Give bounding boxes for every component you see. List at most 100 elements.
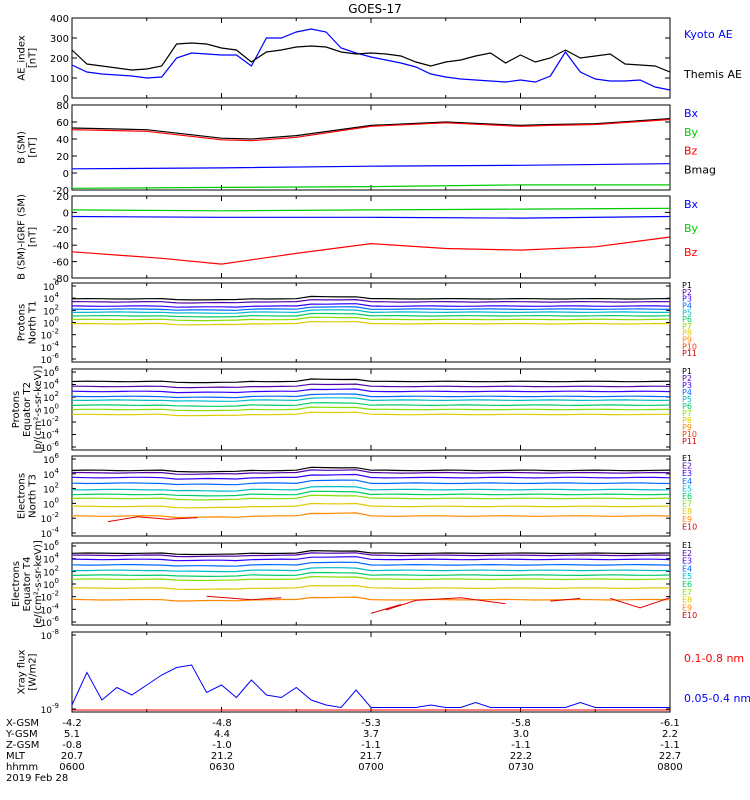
panel-4-legend-p4: P4 — [682, 301, 692, 310]
panel-4-legend-p6: P6 — [682, 315, 692, 324]
panel-5-series-5 — [71, 397, 671, 402]
panel-6-ylabel-2: North T3 — [28, 474, 39, 518]
panel-3-ytick-label: 0 — [63, 208, 69, 219]
panel-2-ytick-label: -20 — [53, 186, 69, 197]
panel-6-legend-e8: E8 — [682, 507, 692, 516]
panel-6-ytick-label-exp: 2 — [55, 482, 59, 490]
panel-4-series-3 — [71, 303, 671, 308]
panel-7-ylabel-1: Electrons — [11, 561, 22, 607]
panel-4-ytick-label-exp: -6 — [52, 352, 60, 360]
panel-5-ytick-label-exp: 0 — [55, 403, 59, 411]
panel-4-series-4 — [71, 306, 671, 311]
panel-2-legend-bx: Bx — [684, 107, 699, 120]
panel-6-series-2 — [71, 469, 671, 475]
panel-6-ytick-label-exp: -2 — [52, 511, 59, 519]
panel-6-series-e9-fragment — [107, 516, 198, 523]
panel-5-legend-p9: P9 — [682, 423, 692, 432]
panel-3-ytick-label: -80 — [53, 274, 69, 285]
panel-6-ytick-label-exp: -4 — [52, 526, 60, 534]
panel-1-ylabel-2: [nT] — [28, 48, 39, 68]
panel-6-ylabel-1: Electrons — [17, 473, 28, 519]
panel-6-ytick-label: 100 — [43, 496, 59, 510]
panel-4-series-5 — [72, 309, 671, 314]
panel-2-legend-bmag: Bmag — [684, 163, 716, 176]
panel-7-series-4 — [71, 561, 671, 567]
panel-1-series-themis-ae — [71, 42, 671, 73]
panel-6-legend-e1: E1 — [682, 454, 692, 463]
panel-2-ytick-label: 60 — [56, 118, 69, 129]
panel-1-ytick-label: 200 — [50, 54, 69, 65]
panel-3-ytick-label: -60 — [53, 258, 69, 269]
panel-3-ytick-label: 20 — [56, 192, 69, 203]
panel-4-legend-p5: P5 — [682, 308, 692, 317]
footer-value-mlt-2: 21.2 — [211, 751, 233, 762]
panel-7-legend-e7: E7 — [682, 588, 692, 597]
footer-value-mlt-4: 22.2 — [510, 751, 532, 762]
footer-value-z-gsm-1: -0.8 — [62, 740, 82, 751]
panel-1-legend-kyoto-ae: Kyoto AE — [684, 28, 733, 41]
panel-4-ytick-label-exp: -4 — [52, 340, 60, 348]
footer-value-hhmm-4: 0730 — [508, 762, 533, 773]
panel-7-legend-e5: E5 — [682, 572, 692, 581]
panel-6-series-9 — [71, 512, 671, 519]
panel-7-series-8 — [72, 584, 670, 591]
panel-7-series-6 — [71, 571, 671, 578]
panel-2-ytick-label: 0 — [63, 169, 69, 180]
panel-4-ytick-label-exp: 4 — [55, 291, 60, 299]
panel-3-ytick-label: -40 — [53, 241, 69, 252]
footer-value-z-gsm-4: -1.1 — [511, 740, 531, 751]
panel-7-series-9 — [71, 596, 671, 602]
panel-5-legend-p11: P11 — [682, 437, 697, 446]
panel-5-legend-p8: P8 — [682, 416, 692, 425]
footer-label-y-gsm: Y-GSM — [5, 729, 38, 740]
footer-value-mlt-5: 22.7 — [659, 751, 681, 762]
panel-4-series-7 — [71, 316, 671, 322]
footer-value-hhmm-1: 0600 — [59, 762, 84, 773]
panel-3-series-by — [71, 207, 671, 212]
panel-7-legend-e10: E10 — [682, 611, 697, 620]
panel-5-ytick-label-exp: 2 — [55, 390, 59, 398]
footer-value-hhmm-3: 0700 — [358, 762, 383, 773]
footer-value-z-gsm-3: -1.1 — [361, 740, 381, 751]
panel-5-series-6 — [71, 402, 671, 407]
panel-1-series-kyoto-ae — [71, 28, 671, 91]
panel-5-series-2 — [71, 383, 671, 389]
panel-3-legend-bx: Bx — [684, 198, 699, 211]
footer-value-x-gsm-2: -4.8 — [212, 718, 232, 729]
panel-6-ytick-label-exp: 4 — [55, 467, 60, 475]
panel-7-ytick-label-exp: -4 — [52, 602, 60, 610]
panel-1-ytick-label: 300 — [50, 34, 69, 45]
panel-7-ytick-label-exp: 0 — [55, 577, 59, 585]
footer-label-x-gsm: X-GSM — [6, 718, 39, 729]
panel-5-series-4 — [71, 393, 671, 399]
panel-3-legend-by: By — [684, 222, 699, 235]
panel-4-legend-p7: P7 — [682, 322, 692, 331]
panel-6-legend-e4: E4 — [682, 477, 692, 486]
panel-7-series-2 — [72, 552, 671, 558]
panel-4-ytick-label-exp: 2 — [55, 303, 59, 311]
panel-6-ytick-label-exp: 6 — [55, 452, 60, 460]
panel-4-ylabel-2: North T1 — [28, 301, 39, 345]
panel-6-legend-e2: E2 — [682, 462, 692, 471]
panel-5-ylabel-3: [p/(cm²-s-sr-keV)] — [33, 366, 44, 454]
panel-6-series-3 — [71, 473, 671, 480]
panel-3-ytick-label: -20 — [53, 225, 69, 236]
panel-7-series-e9-fragment-1 — [206, 595, 282, 601]
panel-4-ylabel-1: Protons — [17, 304, 28, 341]
panel-3-legend-bz: Bz — [684, 246, 698, 259]
panel-7-ylabel-3: [e/(cm²-s-sr-keV)] — [33, 540, 44, 628]
panel-5-ytick-label-exp: -2 — [52, 415, 59, 423]
panel-7-legend-e8: E8 — [682, 596, 692, 605]
footer-value-y-gsm-2: 4.4 — [214, 729, 230, 740]
footer-label-hhmm: hhmm — [6, 762, 38, 773]
panel-5-legend-p1: P1 — [682, 367, 692, 376]
panel-6-legend-e10: E10 — [682, 522, 697, 531]
panel-5-ylabel-1: Protons — [11, 391, 22, 428]
footer-value-x-gsm-1: -4.2 — [62, 718, 82, 729]
panel-2-ytick-label: 80 — [56, 101, 69, 112]
panel-8-ytick-label-exp: -8 — [52, 628, 59, 636]
panel-2-ylabel-1: B (SM) — [17, 131, 28, 164]
footer-value-x-gsm-5: -6.1 — [660, 718, 680, 729]
footer-value-mlt-3: 21.7 — [360, 751, 382, 762]
